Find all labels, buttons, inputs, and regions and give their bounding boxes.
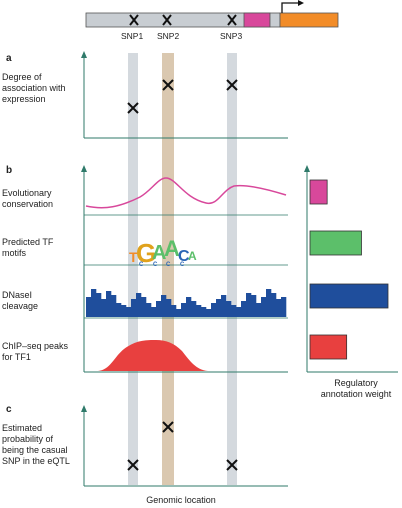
dnase-bar — [161, 295, 167, 317]
dnase-bar — [106, 291, 112, 317]
dnase-bar — [256, 303, 262, 317]
weight-bar-3 — [309, 283, 389, 309]
dnase-bar — [216, 299, 222, 317]
dnase-bar — [191, 301, 197, 317]
motif-letter-1: T — [129, 249, 138, 265]
dnase-bar — [116, 303, 122, 317]
track-label-conservation: Evolutionary conservation — [2, 188, 54, 209]
dnase-bar — [236, 307, 242, 317]
dnase-bar — [201, 307, 207, 317]
weight-bar-2 — [309, 230, 362, 256]
panel-b-axes — [83, 168, 288, 373]
dnase-bar — [136, 293, 142, 317]
gene-linker — [269, 12, 281, 28]
dnase-bar — [91, 289, 97, 317]
dnase-bar — [96, 293, 102, 317]
dnase-bar — [171, 305, 177, 317]
panel-c-letter: c — [6, 404, 12, 415]
panel-b-letter: b — [6, 165, 13, 176]
dnase-bar — [266, 289, 272, 317]
motif-letter-6: A — [188, 249, 197, 263]
dnase-bar — [226, 301, 232, 317]
panel-a-ylabel: Degree of association with expression — [2, 72, 66, 104]
weight-bar-4 — [309, 334, 348, 360]
weight-y-arrow — [304, 165, 310, 172]
panel-a-axes — [83, 54, 288, 139]
dnase-bar — [121, 305, 127, 317]
tf-motif-logo: T G A A C A C C C C — [129, 236, 197, 268]
panel-a-markers — [127, 79, 238, 114]
panel-c-axes — [83, 408, 288, 487]
panel-b-y-arrow — [81, 165, 87, 172]
snp1-band — [128, 53, 138, 485]
weight-axis-label: Regulatory annotation weight — [320, 378, 392, 399]
dnase-bar — [186, 297, 192, 317]
dnase-bar — [151, 307, 157, 317]
panel-c-xlabel: Genomic location — [146, 495, 216, 505]
dnase-bar — [221, 295, 227, 317]
dnase-bar — [111, 295, 117, 317]
dnase-bar — [146, 303, 152, 317]
dnase-bar — [86, 297, 92, 317]
dnase-bar — [271, 293, 277, 317]
track-label-tf-motifs: Predicted TF motifs — [2, 237, 54, 258]
tss-arrow — [281, 2, 300, 13]
dnase-cleavage-bars — [86, 289, 287, 317]
snp1-label: SNP1 — [121, 31, 144, 41]
dnase-bar — [126, 307, 132, 317]
conservation-curve — [85, 177, 287, 209]
weight-axes — [306, 168, 398, 373]
motif-letter-5: C — [178, 248, 190, 265]
motif-letter-4: A — [164, 236, 180, 261]
dnase-bar — [211, 303, 217, 317]
panel-a-letter: a — [6, 53, 12, 64]
track-label-dnase: DNaseI cleavage — [2, 290, 39, 311]
dnase-bar — [241, 301, 247, 317]
motif-letter-3: A — [152, 242, 166, 264]
dnase-bar — [196, 305, 202, 317]
snp3-label: SNP3 — [220, 31, 243, 41]
track-label-chipseq: ChIP–seq peaks for TF1 — [2, 341, 69, 362]
chipseq-peak — [86, 340, 288, 371]
dnase-bar — [281, 297, 287, 317]
dnase-bar — [141, 297, 147, 317]
dnase-bar — [181, 303, 187, 317]
motif-sub-letter-1: C — [139, 262, 144, 268]
gene-body — [85, 12, 271, 28]
tss-arrowhead — [298, 0, 304, 6]
snp2-band — [162, 53, 174, 485]
gene-exon-pink — [243, 12, 271, 28]
gene-exon-orange — [279, 12, 339, 28]
motif-letter-2: G — [136, 238, 156, 268]
dnase-bar — [166, 299, 172, 317]
gene-snp-marks — [129, 14, 237, 26]
dnase-bar — [131, 299, 137, 317]
panel-c-ylabel: Estimated probability of being the casua… — [2, 423, 70, 466]
dnase-bar — [176, 309, 182, 317]
dnase-bar — [231, 305, 237, 317]
dnase-bar — [156, 301, 162, 317]
panel-a-y-arrow — [81, 51, 87, 58]
dnase-bar — [101, 299, 107, 317]
dnase-bar — [276, 299, 282, 317]
dnase-bar — [261, 297, 267, 317]
panel-c-markers — [127, 421, 238, 471]
snp2-label: SNP2 — [157, 31, 180, 41]
motif-sub-letter-3: C — [166, 262, 171, 268]
snp3-band — [227, 53, 237, 485]
snp-bands — [128, 53, 237, 485]
weight-bar-1 — [309, 179, 328, 205]
dnase-bar — [251, 295, 257, 317]
motif-sub-letter-4: C — [180, 262, 185, 268]
dnase-bar — [206, 309, 212, 317]
weight-bars — [309, 179, 389, 360]
panel-c-y-arrow — [81, 405, 87, 412]
dnase-bar — [246, 293, 252, 317]
motif-sub-letter-2: C — [153, 262, 158, 268]
gene-schematic — [85, 0, 339, 28]
